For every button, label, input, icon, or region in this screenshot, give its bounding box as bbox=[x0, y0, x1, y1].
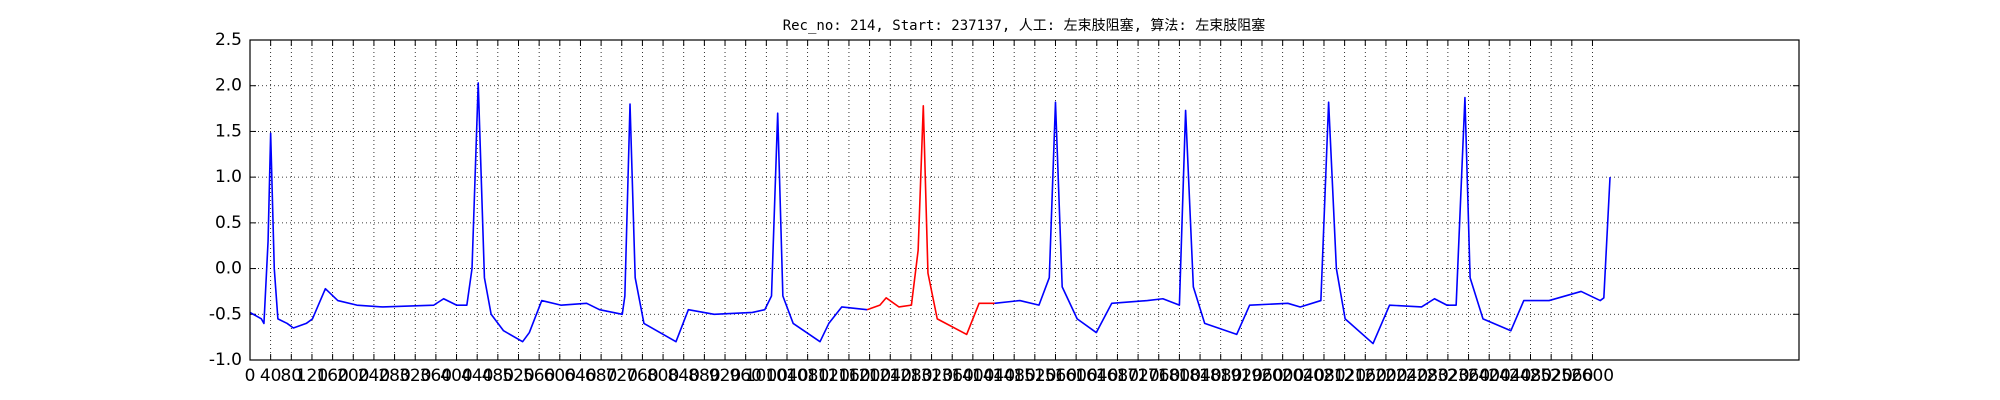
x-tick-label: 2000 bbox=[1261, 366, 1304, 386]
x-tick-label: 40 bbox=[260, 366, 282, 386]
x-tick-label: 520 bbox=[502, 366, 534, 386]
x-tick-label: 560 bbox=[523, 366, 555, 386]
x-tick-label: 2120 bbox=[1323, 366, 1366, 386]
ecg-line bbox=[866, 105, 995, 336]
y-tick-label: -1.0 bbox=[209, 350, 242, 370]
y-tick-label: 2.5 bbox=[215, 30, 242, 50]
x-tick-label: 1240 bbox=[869, 366, 912, 386]
y-tick-label: 2.0 bbox=[215, 76, 242, 96]
x-tick-label: 1200 bbox=[848, 366, 891, 386]
y-tick-label: 1.0 bbox=[215, 167, 242, 187]
x-tick-label: 680 bbox=[585, 366, 617, 386]
x-tick-label: 1320 bbox=[910, 366, 953, 386]
x-tick-label: 800 bbox=[647, 366, 679, 386]
y-tick-label: -0.5 bbox=[209, 304, 242, 324]
x-tick-label: 2280 bbox=[1406, 366, 1449, 386]
x-tick-label: 1400 bbox=[951, 366, 994, 386]
y-tick-label: 0.0 bbox=[215, 259, 242, 279]
x-tick-label: 1080 bbox=[786, 366, 829, 386]
x-tick-label: 2200 bbox=[1364, 366, 1407, 386]
x-tick-label: 1640 bbox=[1075, 366, 1118, 386]
x-tick-label: 1800 bbox=[1158, 366, 1201, 386]
x-tick-label: 1600 bbox=[1055, 366, 1098, 386]
x-tick-label: 1000 bbox=[745, 366, 788, 386]
x-tick-label: 880 bbox=[688, 366, 720, 386]
x-tick-label: 1520 bbox=[1013, 366, 1056, 386]
x-tick-label: 640 bbox=[564, 366, 596, 386]
x-tick-label: 1280 bbox=[889, 366, 932, 386]
x-tick-label: 2320 bbox=[1426, 366, 1469, 386]
plot-frame bbox=[249, 39, 1800, 361]
x-tick-label: 1720 bbox=[1116, 366, 1159, 386]
x-tick-label: 2360 bbox=[1447, 366, 1490, 386]
x-tick-label: 1920 bbox=[1220, 366, 1263, 386]
x-tick-label: 840 bbox=[667, 366, 699, 386]
chart-title: Rec_no: 214, Start: 237137, 人工: 左束肢阻塞, 算… bbox=[783, 17, 1266, 34]
x-tick-label: 1040 bbox=[765, 366, 808, 386]
x-tick-label: 760 bbox=[626, 366, 658, 386]
x-tick-label: 280 bbox=[378, 366, 410, 386]
x-tick-label: 1440 bbox=[972, 366, 1015, 386]
y-tick-label: 0.5 bbox=[215, 213, 242, 233]
x-tick-label: 1160 bbox=[827, 366, 870, 386]
x-tick-label: 2440 bbox=[1488, 366, 1531, 386]
x-tick-label: 1680 bbox=[1096, 366, 1139, 386]
x-tick-label: 160 bbox=[316, 366, 348, 386]
x-tick-label: 240 bbox=[358, 366, 390, 386]
x-tick-label: 720 bbox=[606, 366, 638, 386]
x-tick-label: 0 bbox=[245, 366, 256, 386]
ecg-line bbox=[249, 82, 1611, 345]
x-tick-label: 2080 bbox=[1302, 366, 1345, 386]
x-tick-label: 1880 bbox=[1199, 366, 1242, 386]
x-tick-label: 1480 bbox=[993, 366, 1036, 386]
x-tick-label: 120 bbox=[296, 366, 328, 386]
x-tick-label: 1360 bbox=[931, 366, 974, 386]
x-tick-label: 480 bbox=[482, 366, 514, 386]
x-tick-label: 1760 bbox=[1137, 366, 1180, 386]
x-tick-label: 920 bbox=[709, 366, 741, 386]
y-tick-label: 1.5 bbox=[215, 121, 242, 141]
x-tick-label: 440 bbox=[461, 366, 493, 386]
x-tick-label: 2480 bbox=[1509, 366, 1552, 386]
x-tick-label: 600 bbox=[544, 366, 576, 386]
x-tick-label: 1960 bbox=[1240, 366, 1283, 386]
x-tick-label: 2520 bbox=[1530, 366, 1573, 386]
x-tick-label: 320 bbox=[399, 366, 431, 386]
x-tick-label: 80 bbox=[280, 366, 302, 386]
x-tick-label: 960 bbox=[729, 366, 761, 386]
x-tick-label: 2040 bbox=[1282, 366, 1325, 386]
x-tick-label: 2560 bbox=[1550, 366, 1593, 386]
x-tick-label: 1560 bbox=[1034, 366, 1077, 386]
x-tick-label: 2160 bbox=[1344, 366, 1387, 386]
x-tick-label: 2600 bbox=[1571, 366, 1614, 386]
x-tick-label: 400 bbox=[440, 366, 472, 386]
x-tick-label: 2240 bbox=[1385, 366, 1428, 386]
x-tick-label: 2400 bbox=[1468, 366, 1511, 386]
x-tick-label: 1840 bbox=[1178, 366, 1221, 386]
x-tick-label: 200 bbox=[337, 366, 369, 386]
x-tick-label: 1120 bbox=[807, 366, 850, 386]
x-tick-label: 360 bbox=[420, 366, 452, 386]
